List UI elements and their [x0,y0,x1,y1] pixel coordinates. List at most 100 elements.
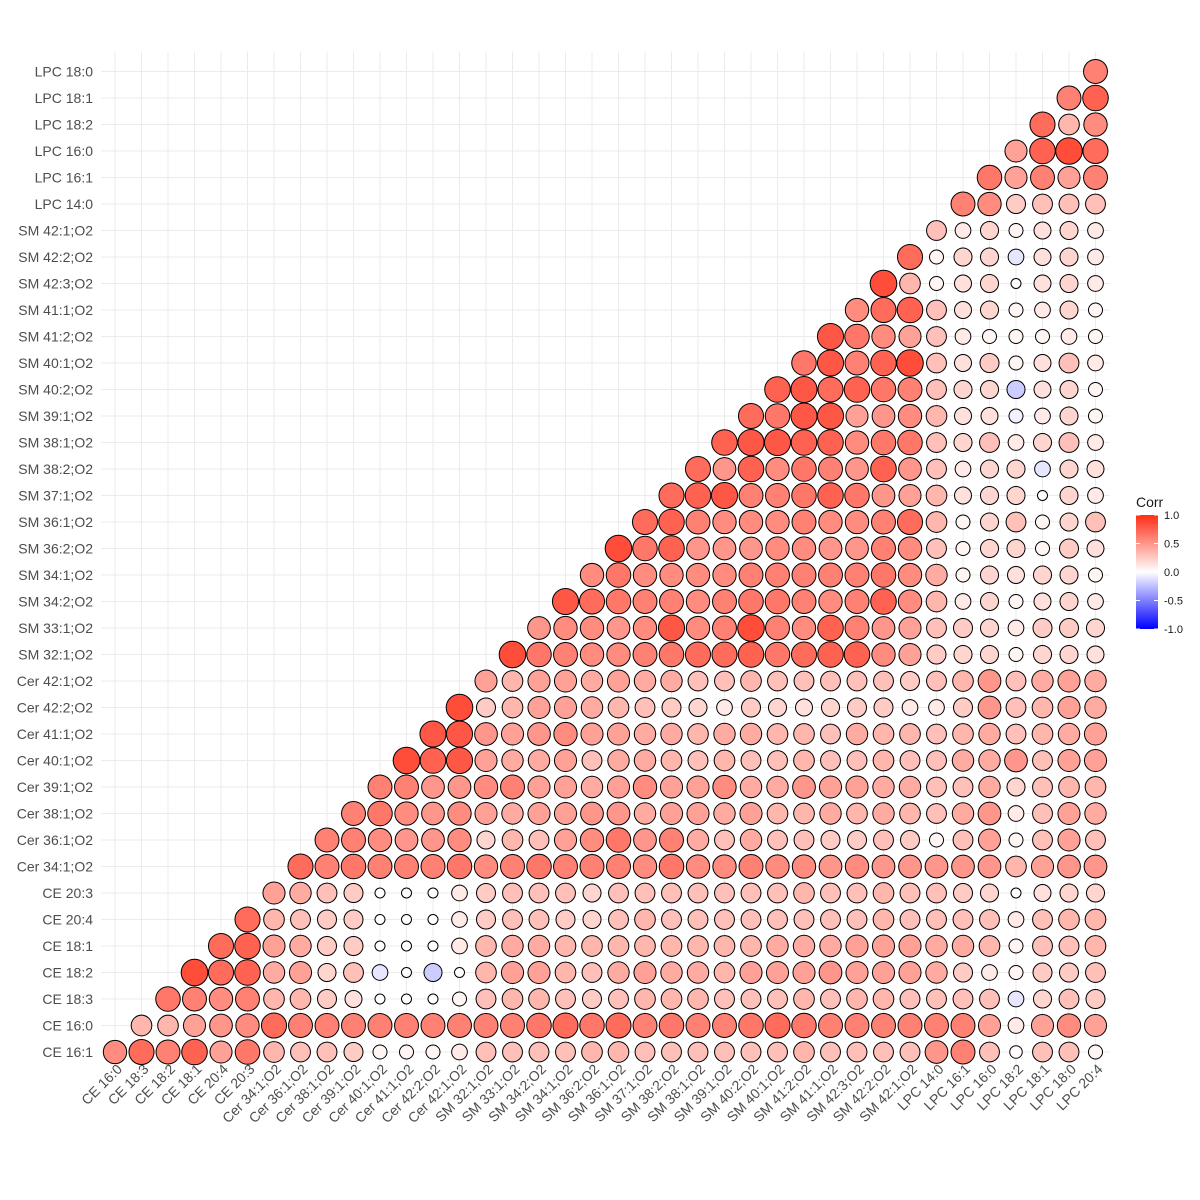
correlation-point [526,853,552,880]
correlation-point [501,749,524,772]
correlation-point [951,934,975,958]
correlation-point [394,1013,419,1038]
correlation-point [500,774,525,800]
correlation-point [1086,645,1105,664]
correlation-point [1057,828,1081,852]
correlation-point [791,562,817,588]
correlation-point [954,328,972,345]
correlation-point [1058,113,1080,136]
y-tick-label: CE 16:0 [42,1018,93,1034]
correlation-point [182,986,207,1012]
correlation-point [846,988,868,1010]
correlation-point [766,802,789,825]
correlation-point [952,909,974,930]
correlation-point [793,723,815,745]
correlation-point [739,722,763,746]
y-tick-label: LPC 16:1 [35,170,94,186]
correlation-point [871,324,896,349]
correlation-point [1085,989,1106,1009]
correlation-point [633,722,657,746]
correlation-point [981,328,998,345]
correlation-point [606,669,631,693]
correlation-point [977,1013,1002,1038]
correlation-point [1034,540,1051,557]
y-tick-label: SM 34:1;O2 [18,567,93,583]
correlation-point [688,697,708,718]
correlation-point [793,749,815,772]
correlation-point [451,937,468,955]
correlation-point [473,774,499,800]
correlation-point [924,854,949,879]
correlation-point [553,828,578,852]
correlation-point [793,882,815,904]
correlation-point [528,909,550,930]
correlation-point [317,936,337,956]
correlation-point [952,776,974,798]
correlation-point [427,993,439,1005]
correlation-point [765,562,790,588]
correlation-point [925,934,948,958]
correlation-point [263,1041,285,1063]
correlation-point [898,934,922,958]
correlation-point [953,697,973,718]
correlation-point [738,1012,764,1039]
correlation-point [1032,935,1053,957]
correlation-point [1056,1013,1082,1038]
correlation-point [607,961,630,984]
correlation-point [580,801,604,826]
correlation-point [180,958,209,987]
correlation-point [344,990,363,1008]
correlation-point [712,615,737,641]
correlation-point [820,988,841,1010]
correlation-point [500,722,525,746]
correlation-point [1087,328,1104,345]
correlation-point [712,589,737,614]
correlation-point [447,801,472,826]
y-tick-label: CE 20:3 [42,885,93,901]
correlation-point [287,853,314,880]
correlation-point [632,589,658,614]
correlation-point [712,457,737,481]
legend-tick-label: 0.0 [1164,567,1179,579]
correlation-point [816,349,845,377]
correlation-point [1032,776,1053,798]
correlation-point [394,801,419,826]
correlation-point [737,428,765,457]
correlation-point [979,565,1000,585]
correlation-point [401,914,412,925]
y-tick-label: CE 18:1 [42,938,93,954]
correlation-point [500,1013,525,1038]
correlation-point [977,828,1002,852]
correlation-point [1059,644,1079,665]
correlation-point [263,908,285,931]
correlation-point [658,853,685,880]
correlation-point [606,642,631,667]
correlation-point [713,961,736,984]
correlation-point [897,377,923,402]
correlation-point [660,988,683,1010]
correlation-point [737,641,765,668]
correlation-point [926,644,947,665]
correlation-point [898,642,922,667]
correlation-point [714,988,735,1010]
correlation-point [1032,432,1053,453]
correlation-point [896,349,924,377]
correlation-point [793,802,815,825]
correlation-point [394,828,419,852]
correlation-point [793,829,815,851]
correlation-point [739,960,763,985]
correlation-point [872,988,895,1010]
correlation-point [1084,669,1107,693]
correlation-point [632,535,658,562]
correlation-point [582,883,602,903]
y-tick-label: SM 40:2;O2 [18,382,93,398]
correlation-point [926,723,947,745]
correlation-point [979,644,1000,665]
correlation-point [528,829,550,851]
correlation-point [1083,748,1108,773]
correlation-point [873,829,894,851]
correlation-point [554,961,577,984]
correlation-point [209,1040,233,1064]
correlation-point [454,967,465,978]
correlation-point [979,988,1000,1010]
